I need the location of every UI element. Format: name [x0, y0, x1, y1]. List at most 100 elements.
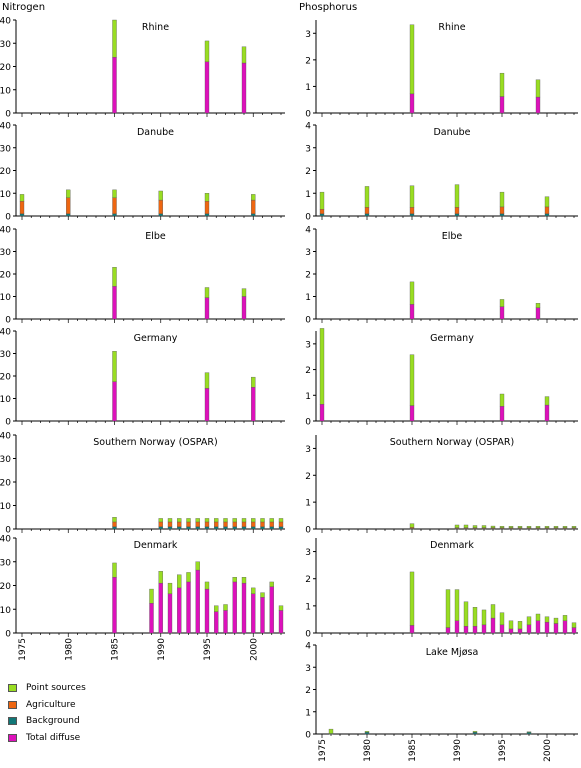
phosphorus-southern-norway-ospar-bar-point-2003 [571, 526, 577, 528]
nitrogen-germany-y-tick-label: 40 [0, 328, 11, 338]
phosphorus-denmark-bar-diffuse-1994 [490, 617, 496, 634]
nitrogen-southern-norway-ospar-bar-agriculture-1991 [167, 521, 173, 527]
phosphorus-danube-bar-agriculture-1990 [454, 207, 460, 214]
legend-swatch-background [8, 717, 17, 726]
nitrogen-rhine-y-tick-label: 20 [0, 63, 11, 73]
phosphorus-denmark-bar-point-1992 [472, 607, 478, 627]
nitrogen-danube-y-tick-label: 40 [0, 122, 11, 132]
nitrogen-rhine-y-tick-label: 30 [0, 40, 11, 50]
phosphorus-danube-y-tick-label: 3 [305, 144, 311, 154]
phosphorus-southern-norway-ospar-bar-point-1990 [454, 524, 460, 528]
nitrogen-denmark-bar-point-1997 [223, 604, 228, 611]
phosphorus-lake-mj-sa-bar-point-1992 [472, 731, 478, 733]
phosphorus-denmark-bar-diffuse-1998 [526, 624, 532, 634]
legend-item-background: Background [8, 713, 86, 730]
nitrogen-elbe-y-tick-label: 40 [0, 226, 11, 236]
nitrogen-southern-norway-ospar-bar-agriculture-2002 [269, 521, 274, 527]
nitrogen-southern-norway-ospar-bar-point-1999 [241, 518, 247, 523]
nitrogen-southern-norway-ospar-bar-background-1996 [214, 526, 219, 530]
nitrogen-denmark-bar-point-1989 [149, 588, 154, 604]
nitrogen-southern-norway-ospar-bar-background-1998 [232, 526, 237, 530]
phosphorus-elbe-bar-diffuse-1999 [535, 307, 541, 320]
phosphorus-rhine-y-tick-label: 0 [305, 110, 311, 120]
phosphorus-denmark-y-tick-label: 0 [305, 630, 311, 640]
phosphorus-southern-norway-ospar-bar-point-2002 [562, 526, 568, 528]
legend-label: Agriculture [26, 699, 76, 710]
nitrogen-southern-norway-ospar-bar-agriculture-1996 [214, 521, 219, 527]
nitrogen-germany-bar-diffuse-2000 [251, 387, 256, 422]
nitrogen-southern-norway-ospar-bar-agriculture-2001 [260, 521, 265, 527]
nitrogen-southern-norway-ospar-bar-background-1990 [158, 526, 163, 530]
phosphorus-danube-bar-background-1995 [499, 213, 505, 217]
nitrogen-denmark-bar-point-1991 [167, 582, 173, 594]
phosphorus-denmark-bar-diffuse-2001 [553, 623, 559, 634]
nitrogen-danube-bar-agriculture-1975 [19, 201, 25, 214]
nitrogen-denmark-bar-diffuse-1999 [241, 582, 247, 634]
phosphorus-rhine-bar-diffuse-1985 [409, 93, 415, 114]
nitrogen-southern-norway-ospar-bar-point-1995 [204, 518, 210, 523]
nitrogen-southern-norway-ospar-y-tick-label: 20 [0, 479, 11, 489]
nitrogen-denmark-bar-diffuse-1991 [167, 593, 173, 634]
legend-item-total-diffuse: Total diffuse [8, 730, 86, 747]
nitrogen-southern-norway-ospar-bar-point-1998 [232, 518, 237, 523]
nitrogen-denmark-bar-diffuse-1996 [214, 611, 219, 634]
nitrogen-southern-norway-ospar-bar-agriculture-1994 [195, 521, 200, 527]
nitrogen-southern-norway-ospar-bar-background-1994 [195, 526, 200, 530]
nitrogen-southern-norway-ospar-bar-agriculture-1998 [232, 521, 237, 527]
nitrogen-denmark-bar-diffuse-1993 [186, 581, 191, 634]
phosphorus-rhine-bar-diffuse-1995 [499, 96, 505, 114]
phosphorus-lake-mj-sa-title: Lake Mjøsa [426, 647, 479, 658]
phosphorus-denmark-bar-diffuse-1995 [499, 624, 505, 634]
nitrogen-southern-norway-ospar-bar-agriculture-1985 [112, 521, 117, 527]
nitrogen-rhine-bar-diffuse-1985 [112, 57, 117, 114]
phosphorus-lake-mj-sa-y-tick-label: 3 [305, 664, 311, 674]
phosphorus-denmark-bar-diffuse-1990 [454, 620, 460, 634]
phosphorus-denmark-bar-diffuse-1993 [481, 624, 487, 634]
nitrogen-denmark-y-tick-label: 30 [0, 558, 11, 568]
phosphorus-danube-y-tick-label: 2 [305, 167, 311, 177]
phosphorus-danube-bar-background-1980 [364, 213, 370, 217]
phosphorus-lake-mj-sa-bar-background-1992 [472, 732, 478, 735]
phosphorus-southern-norway-ospar-y-tick-label: 1 [305, 499, 311, 509]
nitrogen-elbe-bar-diffuse-1995 [204, 297, 210, 320]
nitrogen-danube-bar-background-1985 [112, 213, 117, 217]
legend-label: Total diffuse [26, 732, 81, 743]
phosphorus-germany-y-tick-label: 0 [305, 418, 311, 428]
phosphorus-lake-mj-sa-x-tick-label: 1980 [363, 739, 373, 762]
nitrogen-danube-bar-background-2000 [251, 213, 256, 217]
nitrogen-elbe-bar-point-1995 [204, 287, 210, 298]
nitrogen-southern-norway-ospar-bar-background-1997 [223, 526, 228, 530]
phosphorus-elbe-y-tick-label: 3 [305, 248, 311, 258]
nitrogen-southern-norway-ospar-y-tick-label: 0 [5, 526, 11, 536]
phosphorus-elbe-bar-diffuse-1985 [409, 304, 415, 320]
phosphorus-danube-bar-point-2000 [544, 196, 550, 208]
nitrogen-denmark-bar-point-1994 [195, 561, 200, 571]
phosphorus-danube-y-tick-label: 4 [305, 122, 311, 132]
nitrogen-denmark-bar-point-1985 [112, 562, 117, 578]
phosphorus-denmark-bar-point-1991 [463, 601, 469, 627]
phosphorus-denmark-bar-diffuse-2000 [544, 621, 550, 634]
nitrogen-germany-y-tick-label: 0 [5, 418, 11, 428]
phosphorus-denmark-bar-diffuse-1989 [445, 627, 451, 634]
phosphorus-denmark-y-tick-label: 2 [305, 575, 311, 585]
nitrogen-southern-norway-ospar-bar-point-1990 [158, 518, 163, 523]
nitrogen-southern-norway-ospar-bar-background-1992 [177, 526, 182, 530]
nitrogen-rhine-y-tick-label: 10 [0, 86, 11, 96]
nitrogen-denmark-bar-diffuse-2000 [251, 593, 256, 634]
nitrogen-elbe-y-tick-label: 20 [0, 271, 11, 281]
phosphorus-germany-bar-point-2000 [544, 396, 550, 406]
nitrogen-southern-norway-ospar-y-tick-label: 40 [0, 432, 11, 442]
nitrogen-danube-bar-background-1975 [19, 213, 25, 217]
phosphorus-danube-bar-agriculture-1995 [499, 206, 505, 214]
nitrogen-elbe-bar-point-1985 [112, 267, 117, 287]
nitrogen-southern-norway-ospar-bar-point-1992 [177, 518, 182, 523]
nitrogen-southern-norway-ospar-bar-point-1991 [167, 518, 173, 523]
phosphorus-germany-title: Germany [430, 333, 474, 344]
nitrogen-germany-bar-diffuse-1995 [204, 388, 210, 422]
phosphorus-lake-mj-sa-x-tick-label: 2000 [543, 739, 553, 762]
nitrogen-southern-norway-ospar-bar-agriculture-1995 [204, 521, 210, 527]
nitrogen-danube-bar-agriculture-1995 [204, 201, 210, 214]
nitrogen-southern-norway-ospar-bar-agriculture-1992 [177, 521, 182, 527]
nitrogen-southern-norway-ospar-bar-agriculture-1997 [223, 521, 228, 527]
